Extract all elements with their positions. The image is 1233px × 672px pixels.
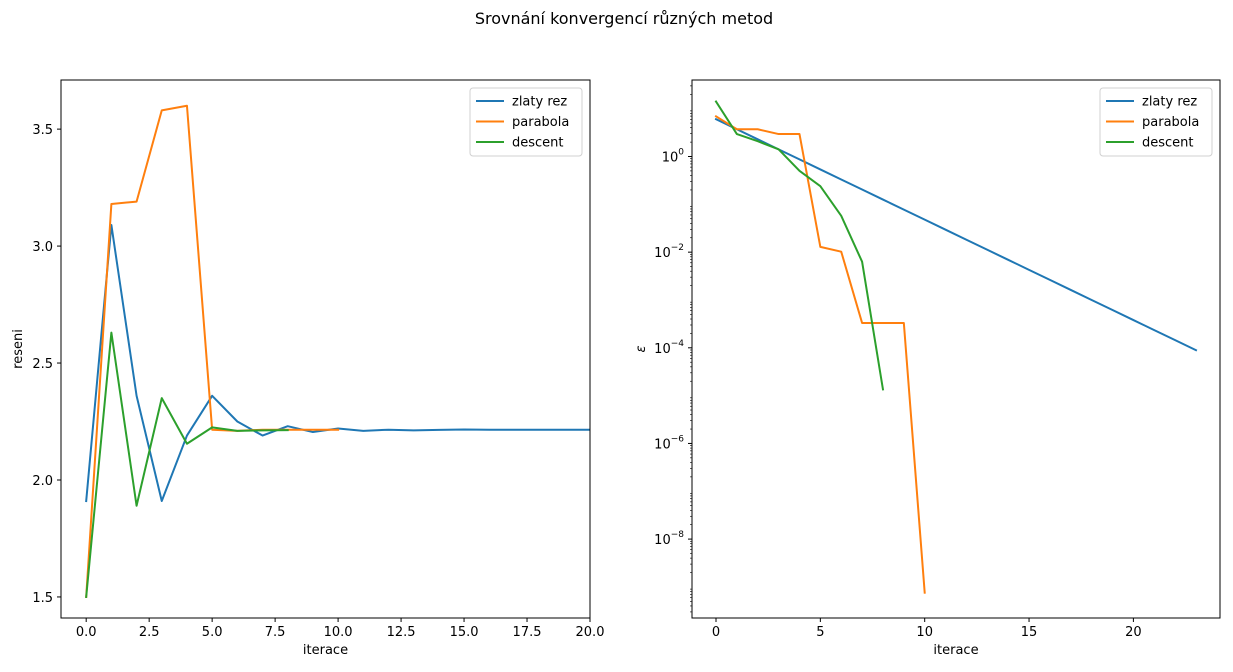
left-series-group — [85, 104, 590, 599]
left-x-tick-label: 7.5 — [265, 625, 286, 640]
left-y-tick-label: 2.5 — [32, 357, 53, 372]
left-x-tick-label: 2.5 — [139, 625, 160, 640]
right-x-axis-label: iterace — [933, 643, 978, 658]
right-legend-label: zlaty rez — [1142, 95, 1197, 110]
right-series-group — [714, 100, 1198, 594]
right-legend-box — [1099, 87, 1213, 157]
left-legend-box — [469, 87, 583, 157]
left-y-tick-label: 3.0 — [32, 240, 53, 255]
left-axes-frame — [60, 79, 591, 619]
right-series-descent — [714, 100, 885, 391]
right-x-tick-label: 10 — [916, 625, 933, 640]
left-x-tick-label: 10.0 — [324, 625, 353, 640]
right-legend: zlaty rez parabola descent — [1099, 87, 1213, 157]
right-x-tick-label: 15 — [1021, 625, 1038, 640]
left-y-axis-label: reseni — [11, 329, 26, 369]
left-y-tick-label: 1.5 — [32, 591, 53, 606]
figure-title: Srovnání konvergencí různých metod — [475, 9, 773, 28]
right-y-tick-label: 10−8 — [654, 530, 684, 548]
right-chart: 0 5 10 15 20 100 10−2 10−4 10−6 10−8 iterace ε zlaty… — [634, 79, 1221, 658]
left-x-tick-label: 12.5 — [387, 625, 416, 640]
right-axes-frame — [691, 79, 1221, 619]
right-x-tick-label: 5 — [816, 625, 824, 640]
left-legend-label: zlaty rez — [512, 95, 567, 110]
right-legend-label: descent — [1142, 136, 1194, 151]
right-y-tick-label: 100 — [662, 148, 685, 166]
right-series-parabola — [714, 114, 926, 594]
left-series-descent — [85, 331, 289, 599]
left-legend-label: descent — [512, 136, 564, 151]
left-legend-label: parabola — [512, 115, 569, 130]
right-x-tick-label: 20 — [1125, 625, 1142, 640]
right-y-tick-label: 10−6 — [654, 434, 684, 452]
left-y-tick-label: 2.0 — [32, 474, 53, 489]
right-y-axis-label: ε — [634, 345, 649, 352]
left-x-tick-label: 15.0 — [450, 625, 479, 640]
right-x-tick-label: 0 — [712, 625, 720, 640]
left-x-tick-label: 0.0 — [76, 625, 97, 640]
right-y-tick-label: 10−2 — [654, 243, 684, 261]
left-chart: 0.0 2.5 5.0 7.5 10.0 12.5 15.0 17.5 20.0 1.5 2.0 2.… — [11, 79, 605, 658]
left-series-parabola — [85, 104, 340, 599]
left-x-axis-label: iterace — [303, 643, 348, 658]
left-series-zlaty-rez — [85, 224, 590, 503]
left-x-tick-label: 5.0 — [202, 625, 223, 640]
right-y-tick-label: 10−4 — [654, 339, 684, 357]
left-legend: zlaty rez parabola descent — [469, 87, 583, 157]
left-x-tick-label: 17.5 — [513, 625, 542, 640]
left-x-tick-label: 20.0 — [576, 625, 605, 640]
right-legend-label: parabola — [1142, 115, 1199, 130]
left-y-tick-label: 3.5 — [32, 123, 53, 138]
right-series-zlaty-rez — [714, 117, 1198, 352]
